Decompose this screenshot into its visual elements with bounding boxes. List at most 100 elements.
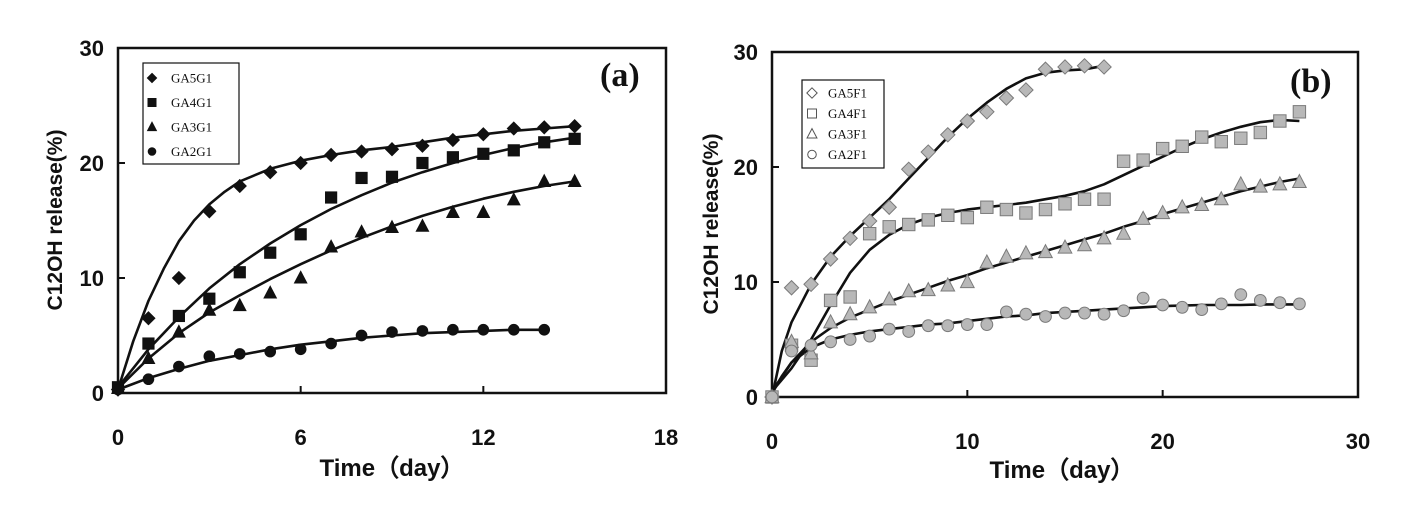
y-tick-label: 10 bbox=[734, 270, 758, 295]
data-point bbox=[1234, 131, 1248, 145]
data-point bbox=[1077, 192, 1092, 206]
data-point bbox=[325, 191, 338, 204]
data-point bbox=[1115, 225, 1132, 240]
data-point bbox=[1234, 288, 1248, 302]
data-point bbox=[842, 305, 858, 321]
fit-curves bbox=[116, 124, 575, 391]
data-point bbox=[1156, 298, 1170, 312]
data-point bbox=[1038, 202, 1053, 217]
legend-box bbox=[142, 62, 240, 165]
data-point bbox=[1214, 135, 1228, 149]
data-point bbox=[355, 329, 368, 342]
data-point bbox=[1116, 154, 1131, 168]
data-point bbox=[445, 204, 460, 218]
data-point bbox=[1214, 297, 1228, 311]
x-tick-label: 0 bbox=[112, 425, 124, 450]
data-point bbox=[842, 230, 858, 247]
data-point bbox=[979, 253, 995, 269]
data-point bbox=[232, 297, 247, 312]
y-axis-title: C12OH release(%) bbox=[44, 130, 67, 311]
data-point bbox=[233, 266, 246, 279]
data-point bbox=[1117, 304, 1130, 318]
data-point bbox=[1292, 105, 1307, 119]
data-point bbox=[1037, 243, 1054, 259]
data-point bbox=[476, 204, 491, 218]
data-point bbox=[1136, 153, 1150, 167]
data-point bbox=[233, 348, 246, 360]
fit-curve-ga3g1 bbox=[117, 180, 575, 390]
x-tick-label: 10 bbox=[955, 429, 979, 454]
y-tick-label: 0 bbox=[92, 381, 104, 406]
data-point bbox=[1155, 141, 1170, 156]
data-point bbox=[1175, 139, 1189, 154]
data-point bbox=[1057, 238, 1073, 254]
data-point bbox=[822, 313, 839, 329]
data-point bbox=[843, 290, 857, 304]
data-point bbox=[294, 343, 307, 356]
data-point bbox=[1078, 306, 1091, 320]
data-point bbox=[1252, 178, 1268, 193]
data-point bbox=[447, 323, 459, 336]
fit-curve-ga5g1 bbox=[116, 124, 575, 390]
data-point bbox=[142, 337, 155, 350]
axis-ticks: 0 6 12 18 0 10 20 30 bbox=[80, 36, 679, 450]
data-point bbox=[804, 338, 818, 352]
data-point bbox=[980, 200, 994, 214]
x-tick-label: 12 bbox=[471, 425, 495, 450]
data-point bbox=[173, 360, 185, 373]
data-point bbox=[1076, 236, 1093, 252]
data-point bbox=[507, 144, 520, 157]
data-point bbox=[881, 290, 897, 306]
panel-label: (a) bbox=[600, 57, 640, 94]
data-point bbox=[141, 311, 156, 326]
data-point bbox=[999, 202, 1014, 217]
data-point bbox=[941, 319, 955, 333]
legend: GA5G1 GA4G1 GA3G1 GA2G1 bbox=[142, 62, 240, 165]
legend-items: GA5F1 GA4F1 GA3F1 GA2F1 bbox=[806, 86, 867, 162]
data-point bbox=[506, 121, 521, 136]
data-point bbox=[765, 390, 779, 404]
legend-items: GA5G1 GA4G1 GA3G1 GA2G1 bbox=[146, 71, 212, 159]
data-point bbox=[1253, 294, 1267, 307]
data-point bbox=[294, 228, 307, 241]
data-point bbox=[902, 325, 916, 338]
data-point bbox=[823, 293, 838, 308]
data-point bbox=[354, 144, 369, 159]
plot-frame bbox=[116, 46, 668, 395]
data-point bbox=[939, 126, 956, 143]
x-tick-label: 0 bbox=[766, 429, 778, 454]
data-point bbox=[1057, 59, 1073, 75]
data-points bbox=[110, 119, 582, 397]
data-point bbox=[232, 178, 247, 194]
data-point bbox=[141, 350, 156, 365]
data-point bbox=[783, 279, 800, 296]
y-tick-label: 20 bbox=[80, 151, 104, 176]
data-point bbox=[1233, 175, 1249, 191]
panel-a: 0 6 12 18 0 10 20 30 (a) Time（day） C12OH releas… bbox=[44, 36, 678, 482]
data-point bbox=[1272, 175, 1288, 191]
data-point bbox=[416, 325, 429, 337]
data-point bbox=[785, 344, 798, 358]
legend-marker bbox=[807, 149, 817, 160]
data-point bbox=[980, 318, 994, 331]
data-point bbox=[998, 248, 1015, 263]
data-point bbox=[920, 281, 936, 297]
data-point bbox=[293, 155, 308, 171]
data-point bbox=[446, 151, 459, 164]
data-point bbox=[477, 147, 490, 160]
data-point bbox=[881, 199, 898, 216]
data-point bbox=[960, 210, 975, 225]
y-tick-label: 0 bbox=[746, 385, 758, 410]
data-point bbox=[415, 218, 430, 232]
data-point bbox=[921, 319, 935, 333]
x-tick-label: 6 bbox=[295, 425, 307, 450]
data-point bbox=[386, 326, 398, 338]
data-point bbox=[861, 213, 878, 229]
data-point bbox=[1076, 57, 1093, 74]
data-point bbox=[385, 219, 399, 233]
data-point bbox=[1213, 190, 1229, 206]
legend-label: GA4F1 bbox=[828, 106, 867, 121]
data-point bbox=[323, 147, 339, 163]
data-point bbox=[203, 350, 216, 363]
data-point bbox=[1037, 61, 1054, 78]
